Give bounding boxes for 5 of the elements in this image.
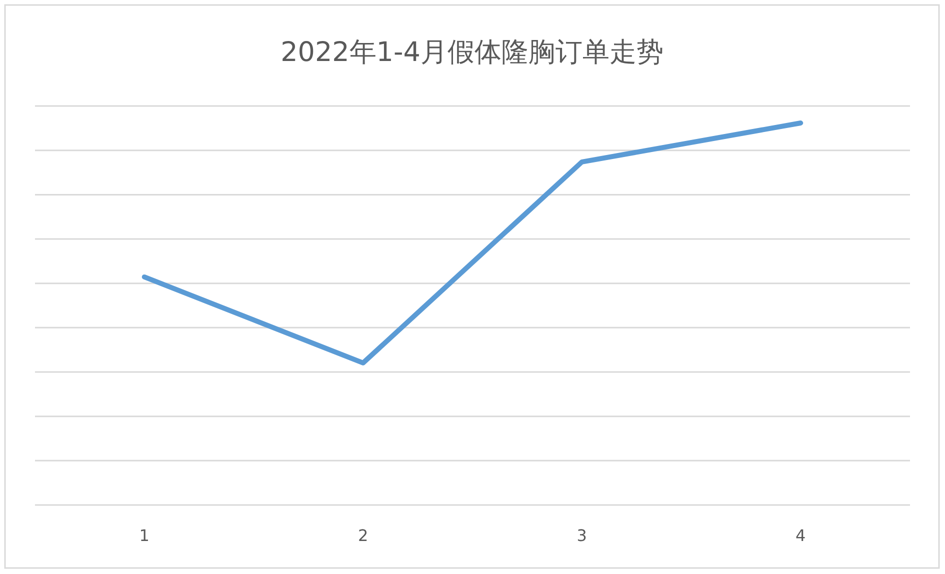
chart-title: 2022年1-4月假体隆胸订单走势 <box>280 37 664 68</box>
x-tick-label: 3 <box>576 526 587 545</box>
x-tick-label: 1 <box>139 526 150 545</box>
x-tick-label: 4 <box>796 526 806 545</box>
x-tick-label: 2 <box>358 526 368 545</box>
